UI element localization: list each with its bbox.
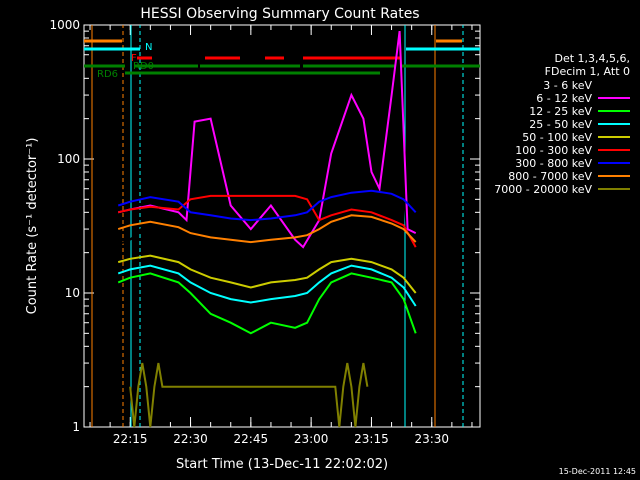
y-tick-label: 10 (65, 286, 80, 300)
series-line (117, 272, 417, 335)
y-tick-labels: 1 10 100 1000 (49, 18, 80, 434)
y-tick-label: 1000 (49, 18, 80, 32)
x-axis-label: Start Time (13-Dec-11 22:02:02) (176, 457, 388, 472)
series-line (117, 88, 417, 260)
series-line (117, 264, 417, 307)
legend-entry-label: 25 - 50 keV (529, 118, 592, 131)
legend-entry-label: 3 - 6 keV (543, 79, 592, 92)
y-tick-label: 1 (72, 420, 80, 434)
flag-label: F (131, 53, 137, 64)
x-tick-label: 23:30 (414, 432, 449, 446)
series-line (117, 30, 417, 249)
series-line (117, 189, 417, 222)
legend-header: Det 1,3,4,5,6, (554, 52, 630, 65)
flag-label: RD0 (133, 61, 154, 72)
legend-entry-label: 12 - 25 keV (529, 105, 592, 118)
legend-entry-label: 6 - 12 keV (536, 92, 592, 105)
flag-label: N (145, 42, 152, 53)
series-line (129, 362, 369, 428)
flag-label: RD6 (97, 69, 118, 80)
x-tick-labels: 22:15 22:30 22:45 23:00 23:15 23:30 (113, 432, 449, 446)
series-line (117, 254, 417, 294)
legend-entry-label: 7000 - 20000 keV (494, 183, 592, 196)
legend: Det 1,3,4,5,6,FDecim 1, Att 03 - 6 keV6 … (494, 52, 630, 196)
x-tick-label: 22:45 (234, 432, 269, 446)
plot-frame (83, 24, 481, 428)
legend-entry-label: 100 - 300 keV (515, 144, 592, 157)
x-tick-label: 23:15 (354, 432, 389, 446)
y-axis-label: Count Rate (s⁻¹ detector⁻¹) (25, 138, 40, 315)
legend-entry-label: 300 - 800 keV (515, 157, 592, 170)
x-tick-label: 22:30 (173, 432, 208, 446)
legend-header: FDecim 1, Att 0 (545, 65, 630, 78)
legend-entry-label: 50 - 100 keV (522, 131, 592, 144)
legend-entry-label: 800 - 7000 keV (508, 170, 592, 183)
x-tick-label: 22:15 (113, 432, 148, 446)
series-line (117, 214, 417, 244)
data-series (117, 30, 417, 428)
y-tick-label: 100 (57, 152, 80, 166)
x-tick-label: 23:00 (294, 432, 329, 446)
chart-title: HESSI Observing Summary Count Rates (140, 6, 419, 22)
series-line (117, 194, 417, 248)
timestamp: 15-Dec-2011 12:45 (559, 467, 636, 476)
